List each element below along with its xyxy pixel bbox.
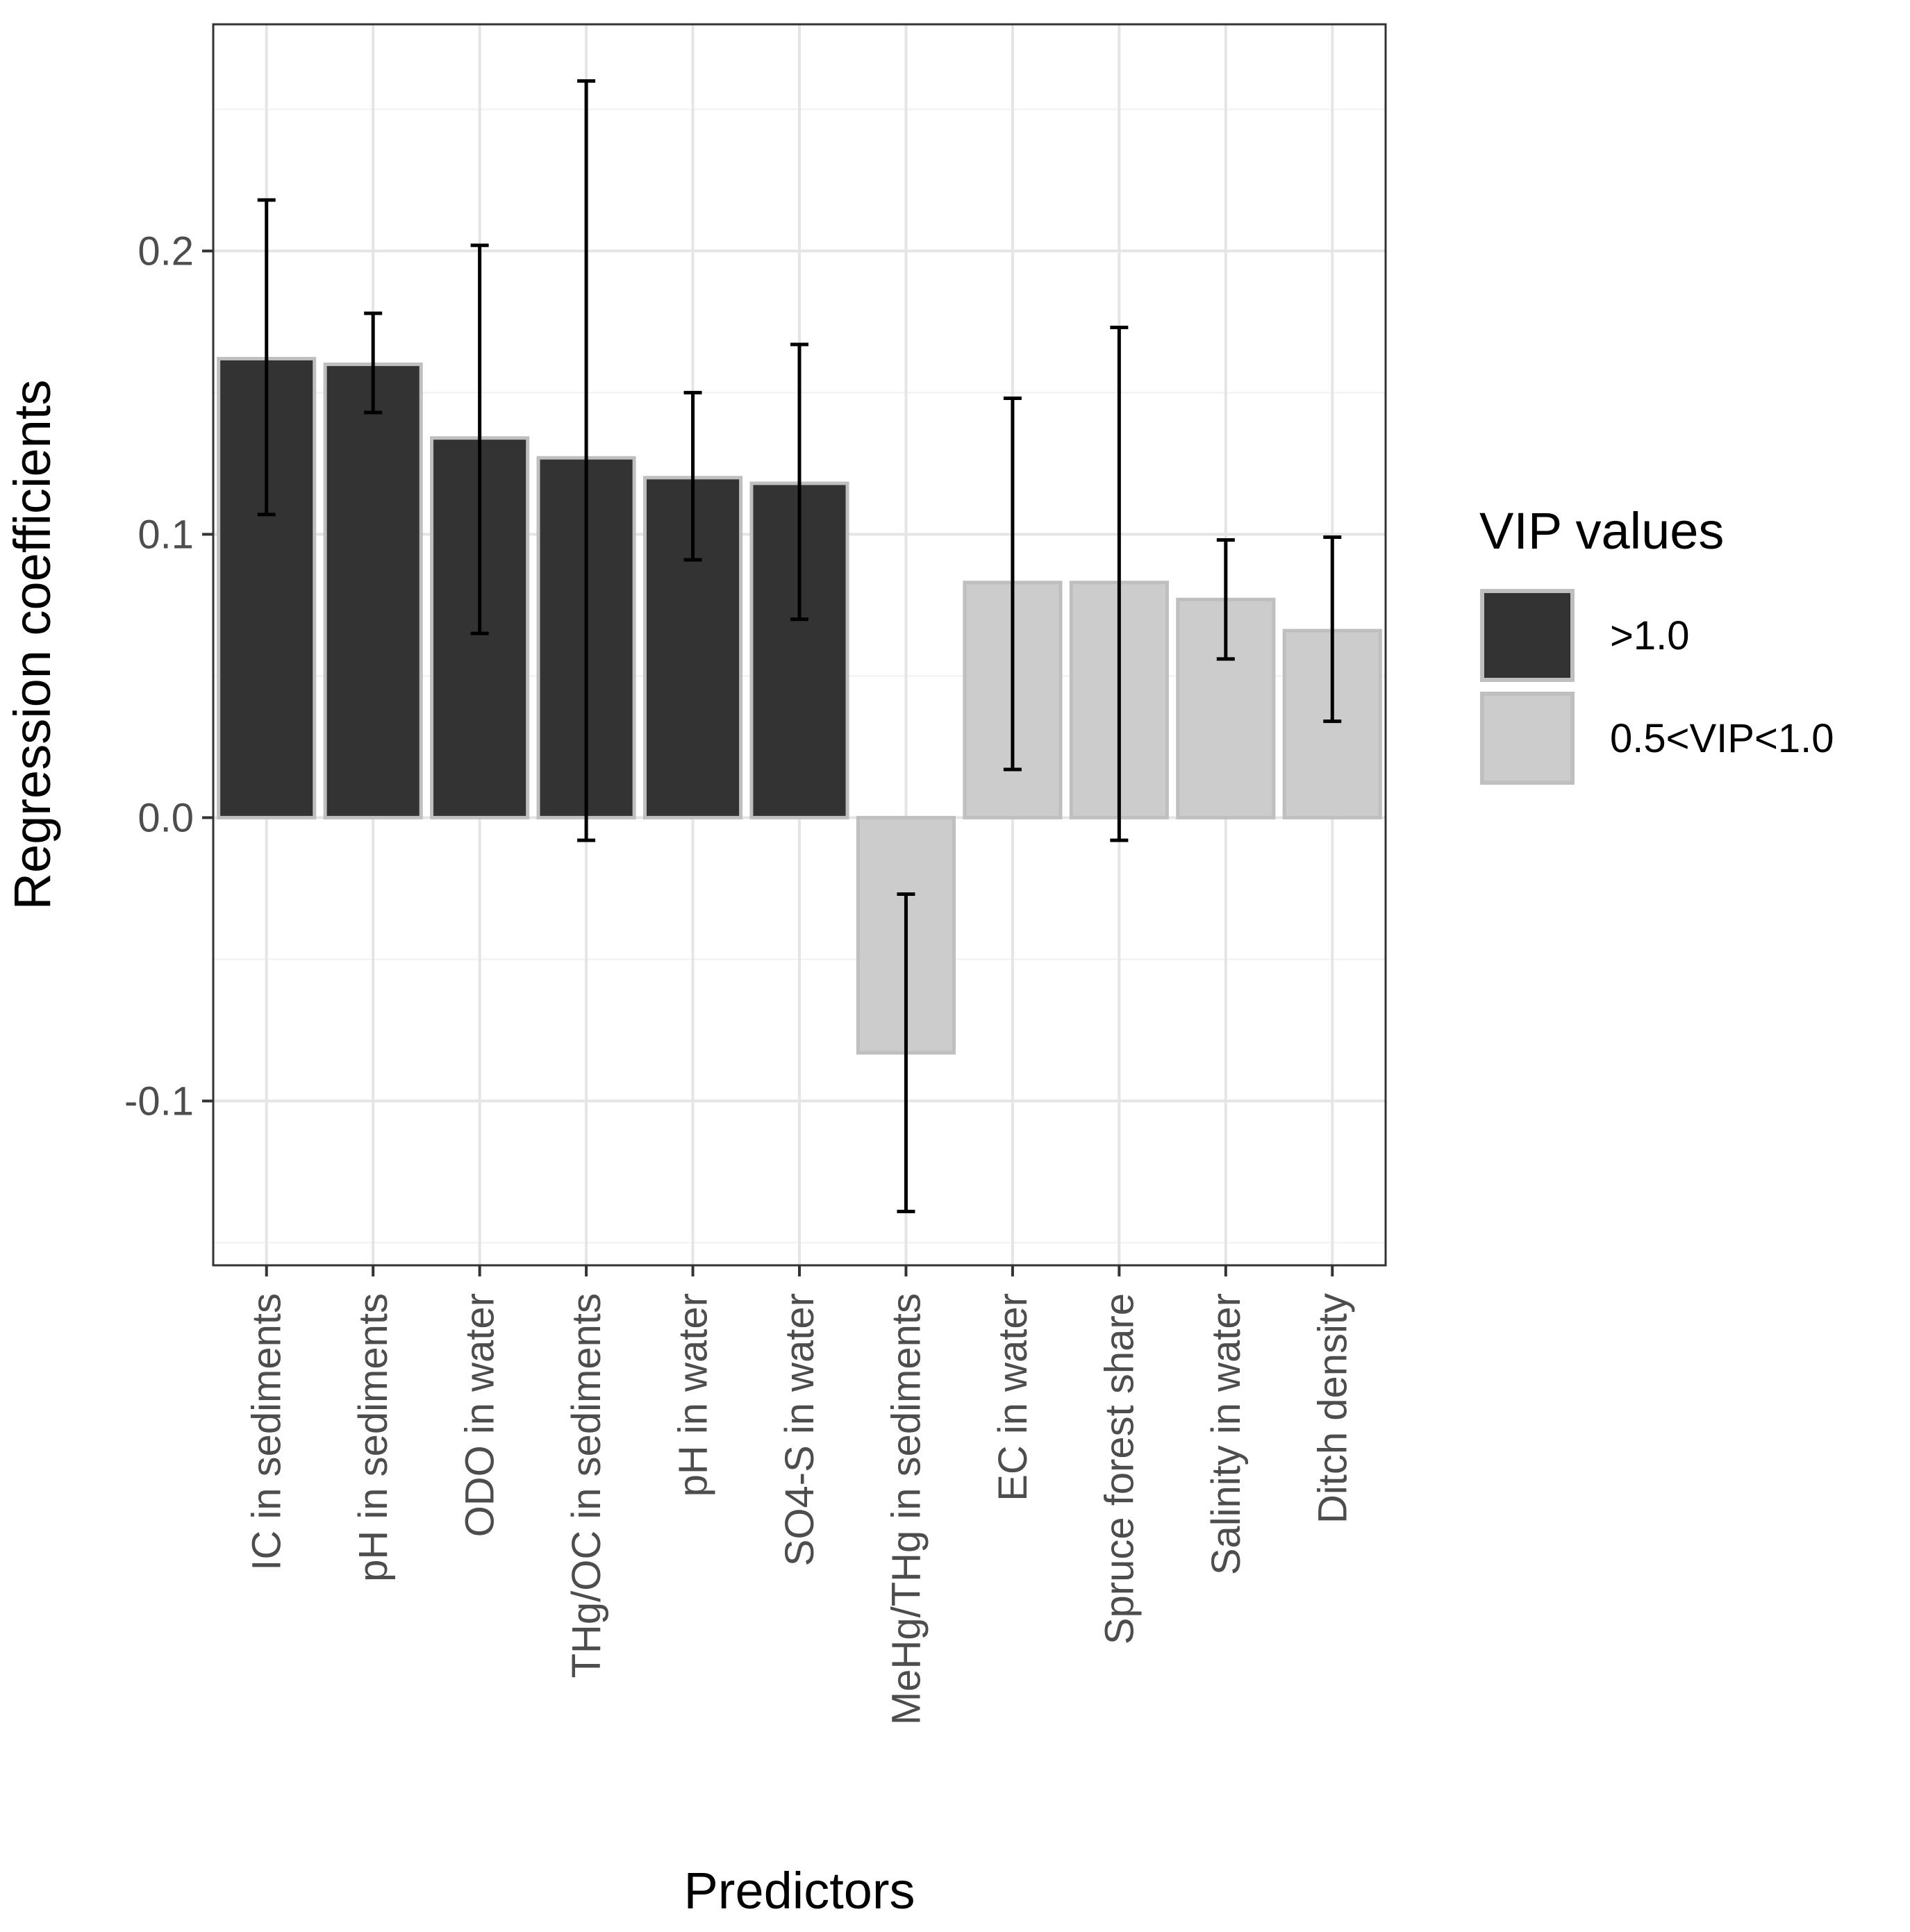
x-tick-label: Salinity in water: [1204, 1293, 1249, 1575]
x-tick-label: MeHg/THg in sediments: [883, 1293, 929, 1725]
y-tick-label: -0.1: [124, 1079, 194, 1124]
error-bars: [257, 79, 1342, 1213]
x-tick-label: pH in sediments: [351, 1293, 396, 1582]
x-tick-label: Ditch density: [1310, 1293, 1355, 1524]
x-tick-label: EC in water: [990, 1293, 1036, 1501]
x-tick-label: SO4-S in water: [777, 1293, 822, 1566]
bar: [323, 363, 423, 819]
axes: 0.2 0.1 0.0 -0.1 IC in sediments pH in sedime…: [124, 228, 1355, 1725]
y-tick-label: 0.1: [138, 512, 194, 557]
x-tick-label: pH in water: [671, 1293, 716, 1497]
x-tick-label: THg/OC in sediments: [564, 1293, 609, 1678]
y-tick-label: 0.0: [138, 795, 194, 840]
x-tick-label: Spruce forest share: [1097, 1293, 1142, 1644]
legend-key-vip-above-1: [1480, 589, 1575, 682]
y-tick-label: 0.2: [138, 228, 194, 274]
x-axis-title: Predictors: [683, 1862, 915, 1919]
x-tick-label: ODO in water: [458, 1293, 503, 1537]
legend-label-vip-0-5-to-1: 0.5<VIP<1.0: [1610, 716, 1834, 761]
legend-title: VIP values: [1479, 502, 1724, 560]
y-axis-title: Regression coefficients: [3, 380, 61, 910]
legend-label-vip-above-1: >1.0: [1610, 613, 1690, 658]
legend: VIP values >1.0 0.5<VIP<1.0: [1479, 502, 1834, 785]
legend-key-vip-0-5-to-1: [1480, 692, 1575, 785]
x-tick-label: IC in sediments: [244, 1293, 290, 1571]
bar: [642, 476, 743, 819]
